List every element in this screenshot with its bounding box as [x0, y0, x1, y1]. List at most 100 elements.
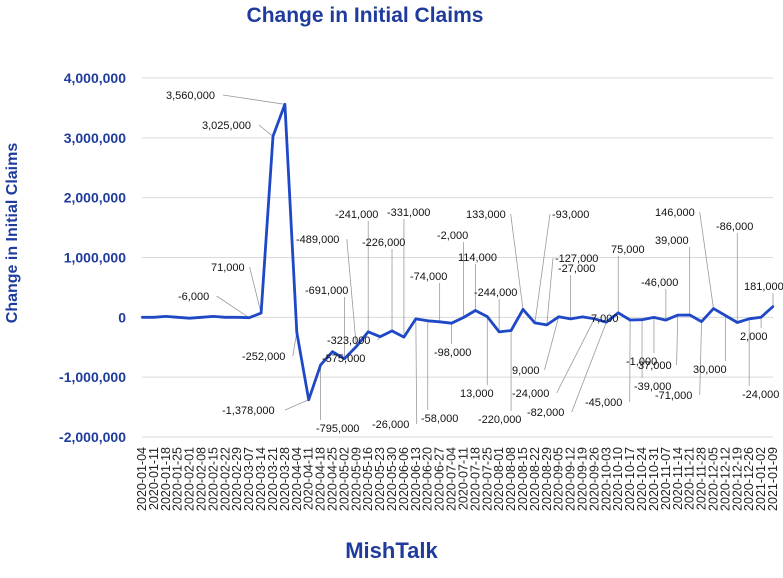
data-label: 13,000 [460, 388, 494, 400]
data-point [688, 313, 691, 317]
x-tick-label: 2020-12-19 [730, 447, 744, 511]
x-tick-label: 2020-03-21 [266, 447, 280, 511]
x-tick-label: 2020-08-29 [540, 447, 554, 511]
data-point [259, 311, 263, 315]
y-axis-title: Change in Initial Claims [4, 143, 21, 324]
y-axis-tick-labels: 4,000,000 3,000,000 2,000,000 1,000,000 0 -1,… [59, 70, 126, 445]
data-label: -323,000 [327, 335, 370, 347]
data-point [283, 103, 287, 106]
data-point [581, 315, 584, 319]
x-tick-label: 2020-10-03 [599, 447, 613, 511]
data-point [497, 330, 501, 334]
data-point [557, 315, 560, 318]
x-tick-label: 2020-07-11 [456, 447, 470, 510]
data-point [521, 308, 525, 311]
data-label: -39,000 [634, 381, 671, 393]
x-tick-label: 2020-07-18 [468, 447, 482, 511]
data-label: 30,000 [693, 364, 727, 376]
data-label-leader [258, 124, 274, 137]
data-label: -45,000 [585, 397, 622, 409]
data-label: -244,000 [474, 287, 517, 299]
x-tick-label: 2020-06-13 [409, 447, 423, 511]
data-label: 133,000 [466, 209, 506, 221]
x-tick-label: 2020-05-09 [349, 447, 363, 511]
data-label-leader [546, 257, 554, 325]
data-label: -252,000 [242, 351, 285, 363]
data-label-leader [544, 316, 560, 371]
x-tick-label: 2020-10-17 [623, 447, 637, 511]
data-label: 181,000 [744, 281, 783, 293]
x-tick-label: 2020-06-20 [421, 447, 435, 511]
x-tick-label: 2020-03-28 [278, 447, 292, 511]
x-axis-tick-labels: 2020-01-042020-01-112020-01-182020-01-25… [135, 447, 780, 511]
data-label-leader [556, 318, 595, 394]
data-point [462, 316, 465, 319]
x-tick-label: 2020-04-18 [314, 447, 328, 511]
x-tick-label: 2020-10-10 [611, 447, 625, 511]
data-label: -489,000 [296, 234, 339, 246]
data-point [617, 311, 620, 315]
y-tick-label: -1,000,000 [59, 369, 126, 385]
x-tick-label: 2020-06-27 [433, 447, 447, 511]
data-point [414, 317, 418, 321]
data-label: -46,000 [641, 277, 678, 289]
data-point [712, 307, 715, 310]
data-label: 3,025,000 [202, 120, 251, 132]
data-point [188, 317, 191, 320]
data-label: -74,000 [410, 271, 447, 283]
data-point [724, 314, 727, 317]
x-tick-label: 2020-01-25 [171, 447, 185, 511]
data-point [628, 318, 632, 322]
x-tick-label: 2020-05-30 [385, 447, 399, 511]
data-labels: -6,000 71,000 3,025,000 3,560,000 -252,000 -1… [166, 90, 783, 435]
data-point [700, 320, 703, 323]
x-tick-label: 2020-04-11 [302, 447, 316, 510]
data-label: 75,000 [611, 244, 645, 256]
brand-watermark: MishTalk [345, 538, 438, 563]
x-tick-label: 2020-04-25 [325, 447, 339, 511]
data-point [736, 321, 739, 324]
data-label: -220,000 [478, 414, 521, 426]
x-tick-label: 2020-11-07 [659, 447, 673, 510]
x-tick-label: 2020-02-01 [183, 447, 197, 511]
data-point [426, 319, 429, 323]
x-tick-label: 2020-08-22 [528, 447, 542, 511]
data-point [652, 316, 656, 319]
x-tick-label: 2020-07-25 [480, 447, 494, 511]
data-point [486, 315, 489, 318]
data-point [474, 309, 477, 312]
data-label: 39,000 [655, 235, 689, 247]
y-tick-label: 2,000,000 [64, 190, 126, 206]
data-point [640, 318, 644, 321]
data-point [319, 363, 322, 367]
series-line [142, 102, 774, 402]
x-tick-label: 2021-01-02 [754, 447, 768, 511]
x-tick-label: 2020-09-26 [587, 447, 601, 511]
x-tick-label: 2020-07-04 [445, 447, 459, 511]
data-label: 7,000 [591, 313, 619, 325]
data-label: -241,000 [335, 209, 378, 221]
x-tick-label: 2020-01-11 [147, 447, 161, 510]
data-point [676, 313, 679, 317]
x-tick-label: 2020-01-18 [159, 447, 173, 511]
data-point [224, 316, 227, 319]
data-point [212, 315, 215, 318]
x-tick-label: 2020-01-04 [135, 447, 149, 511]
data-label: 2,000 [740, 331, 768, 343]
data-point [438, 320, 441, 323]
data-label: -795,000 [316, 423, 359, 435]
data-point [152, 316, 156, 319]
x-tick-label: 2020-02-08 [195, 447, 209, 511]
data-point [402, 335, 406, 339]
data-label: -93,000 [552, 209, 589, 221]
data-point [747, 317, 751, 320]
data-point [450, 321, 453, 325]
data-label-leader [216, 295, 250, 319]
data-point [390, 329, 394, 333]
data-point [759, 316, 763, 319]
y-tick-label: 0 [118, 309, 126, 325]
x-tick-label: 2020-12-26 [742, 447, 756, 511]
y-tick-label: -2,000,000 [59, 429, 126, 445]
x-tick-label: 2020-11-21 [683, 447, 697, 510]
